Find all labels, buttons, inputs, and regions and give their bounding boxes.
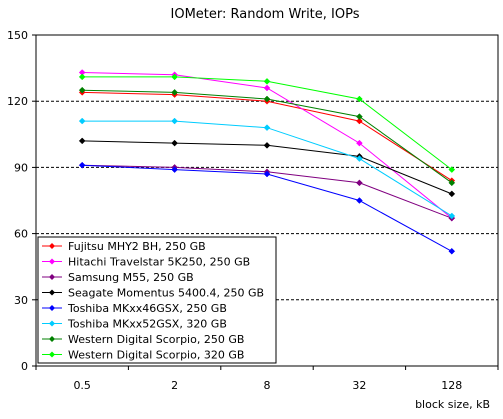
data-point	[356, 95, 363, 103]
legend-label: Western Digital Scorpio, 320 GB	[68, 349, 244, 362]
data-point	[171, 166, 178, 173]
data-point	[78, 86, 86, 94]
legend-marker	[49, 243, 55, 249]
legend-marker	[49, 351, 55, 358]
x-tick-label: 8	[264, 379, 271, 392]
legend-marker	[49, 305, 55, 311]
x-axis: 0.5 2 8 32 128	[35, 366, 499, 392]
data-point	[448, 247, 456, 255]
data-point	[78, 137, 86, 145]
data-point	[263, 141, 271, 149]
series-5	[78, 161, 456, 255]
legend: Fujitsu MHY2 BH, 250 GB Hitachi Travelsta…	[37, 236, 277, 364]
y-tick-label: 90	[14, 161, 28, 174]
data-point	[78, 117, 86, 125]
y-tick-label: 150	[7, 29, 28, 42]
data-point	[263, 77, 271, 85]
data-point	[78, 161, 86, 169]
y-tick-label: 0	[21, 360, 28, 373]
legend-marker	[49, 258, 55, 265]
legend-item: Western Digital Scorpio, 320 GB	[42, 349, 244, 362]
data-point	[356, 197, 363, 204]
legend-label: Hitachi Travelstar 5K250, 250 GB	[68, 256, 250, 269]
data-point	[356, 117, 363, 125]
legend-marker	[49, 320, 55, 327]
legend-item: Toshiba MKxx46GSX, 250 GB	[42, 302, 227, 315]
legend-label: Samsung M55, 250 GB	[68, 271, 194, 284]
data-point	[448, 179, 456, 187]
data-point	[263, 84, 271, 92]
data-point	[171, 117, 178, 125]
legend-item: Toshiba MKxx52GSX, 320 GB	[42, 318, 227, 331]
x-tick-label: 0.5	[73, 379, 91, 392]
y-tick-label: 60	[14, 228, 28, 241]
legend-item: Seagate Momentus 5400.4, 250 GB	[42, 287, 264, 300]
legend-label: Fujitsu MHY2 BH, 250 GB	[68, 240, 206, 253]
y-tick-label: 30	[14, 294, 28, 307]
legend-label: Toshiba MKxx52GSX, 320 GB	[67, 318, 227, 331]
series-8	[78, 73, 456, 173]
y-axis: 0 30 60 90 120 150	[7, 29, 36, 373]
legend-marker	[49, 289, 55, 296]
legend-label: Toshiba MKxx46GSX, 250 GB	[67, 302, 227, 315]
legend-item: Fujitsu MHY2 BH, 250 GB	[42, 240, 206, 253]
data-point	[356, 179, 363, 187]
legend-item: Samsung M55, 250 GB	[42, 271, 194, 284]
data-point	[356, 139, 363, 147]
data-point	[78, 73, 86, 81]
data-point	[356, 113, 363, 121]
series-6	[78, 117, 456, 220]
series-7	[78, 86, 456, 187]
data-point	[171, 89, 178, 96]
x-tick-label: 128	[441, 379, 462, 392]
x-axis-label: block size, kB	[415, 398, 490, 411]
legend-label: Seagate Momentus 5400.4, 250 GB	[68, 287, 264, 300]
legend-item: Hitachi Travelstar 5K250, 250 GB	[42, 256, 250, 269]
legend-box	[37, 236, 277, 364]
legend-marker	[49, 336, 55, 342]
data-point	[448, 166, 456, 173]
data-point	[448, 190, 456, 198]
legend-label: Western Digital Scorpio, 250 GB	[68, 333, 244, 346]
series-group	[78, 69, 456, 255]
legend-marker	[49, 274, 55, 280]
data-point	[171, 139, 178, 147]
data-point	[171, 73, 178, 81]
chart-title: IOMeter: Random Write, IOPs	[171, 7, 360, 22]
x-tick-label: 2	[171, 379, 178, 392]
data-point	[448, 212, 456, 220]
data-point	[263, 170, 271, 178]
y-tick-label: 120	[7, 95, 28, 108]
data-point	[263, 124, 271, 132]
legend-item: Western Digital Scorpio, 250 GB	[42, 333, 244, 346]
data-point	[356, 155, 363, 162]
data-point	[263, 95, 271, 103]
x-tick-label: 32	[352, 379, 366, 392]
